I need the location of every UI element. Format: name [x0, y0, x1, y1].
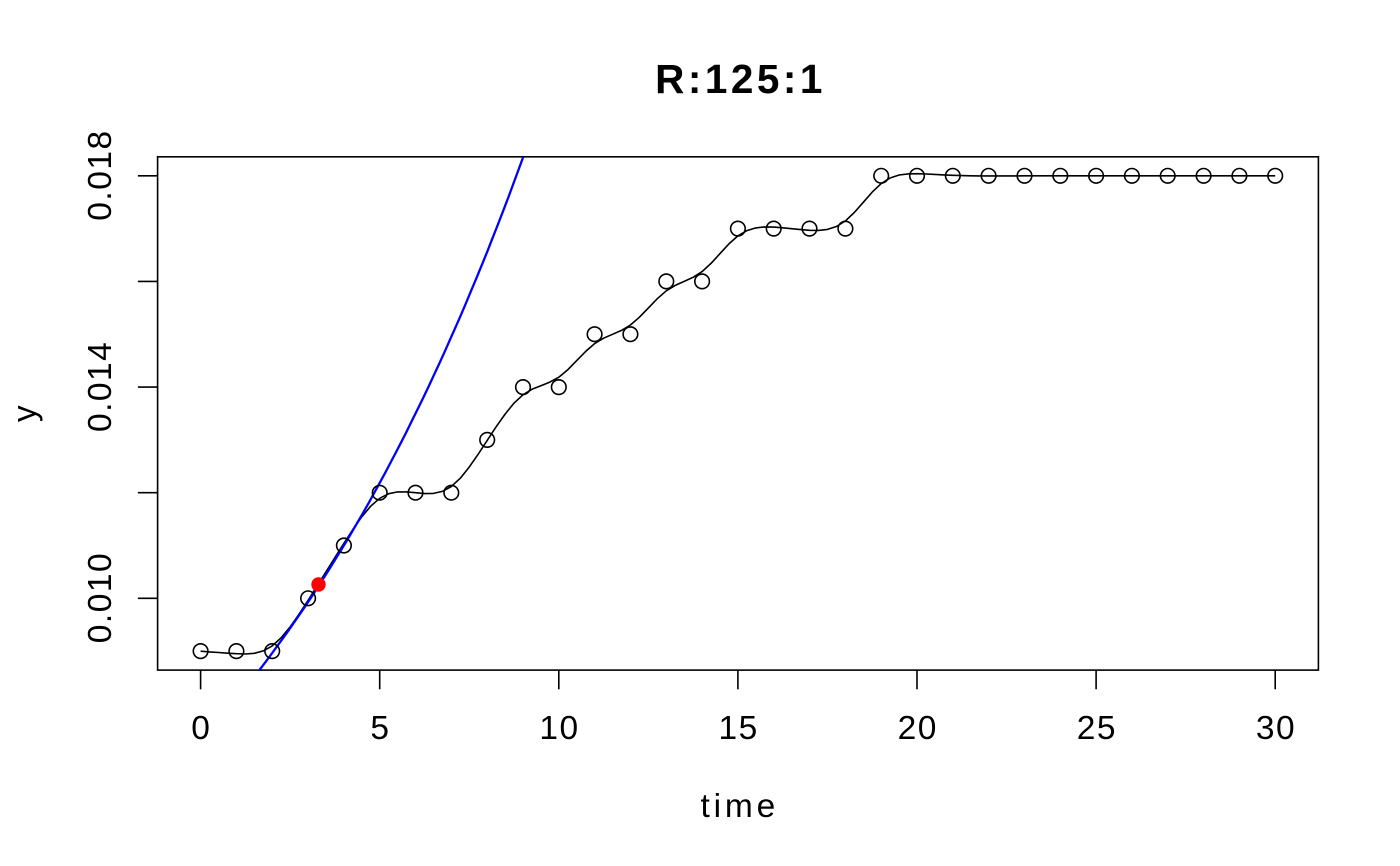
svg-text:25: 25: [1077, 710, 1117, 747]
svg-text:time: time: [701, 788, 780, 825]
svg-text:15: 15: [719, 710, 759, 747]
svg-text:0: 0: [191, 710, 211, 747]
svg-text:y: y: [7, 402, 44, 423]
svg-text:0.014: 0.014: [82, 341, 119, 432]
svg-text:5: 5: [370, 710, 390, 747]
svg-text:R:125:1: R:125:1: [655, 56, 826, 102]
svg-text:0.010: 0.010: [82, 552, 119, 643]
svg-text:0.018: 0.018: [82, 129, 119, 220]
svg-text:20: 20: [898, 710, 938, 747]
svg-text:10: 10: [539, 710, 579, 747]
svg-text:30: 30: [1256, 710, 1296, 747]
